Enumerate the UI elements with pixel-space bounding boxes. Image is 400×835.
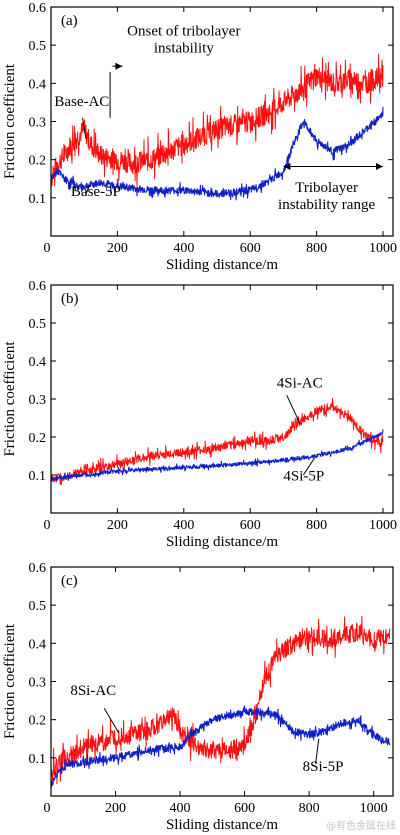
x-tick-label: 400 — [173, 241, 194, 256]
4si-5p-leader — [302, 459, 314, 476]
8si-5p-leader — [315, 738, 320, 764]
panel-label: (c) — [61, 573, 78, 589]
series-line-base-5p — [50, 106, 384, 201]
x-tick-label: 200 — [107, 241, 128, 256]
base-5p-leader — [85, 184, 91, 195]
watermark-text: @有色金属在线 — [326, 819, 396, 832]
series-line-4si-5p — [50, 429, 384, 483]
y-tick-label: 0.3 — [29, 393, 47, 408]
y-tick-label: 0.4 — [29, 355, 47, 370]
y-tick-label: 0.6 — [29, 1, 47, 16]
range-arrow-head — [376, 163, 383, 170]
x-tick-label: 600 — [240, 241, 261, 256]
onset-arrow-h-head — [115, 62, 123, 70]
x-tick-label: 200 — [105, 801, 126, 816]
y-tick-label: 0.5 — [29, 599, 47, 614]
y-tick-label: 0.4 — [29, 637, 47, 652]
x-tick-label: 400 — [170, 801, 191, 816]
onset-label: Onset of tribolayer — [127, 24, 240, 40]
8si-ac-label: 8Si-AC — [70, 683, 116, 699]
y-tick-label: 0.6 — [29, 279, 47, 294]
x-tick-label: 600 — [240, 518, 261, 533]
series-line-base-ac — [50, 53, 384, 187]
4si-ac-label: 4Si-AC — [277, 376, 323, 392]
range-arrow-head — [283, 163, 291, 170]
x-axis-label: Sliding distance/m — [166, 534, 278, 550]
y-axis-label: Friction coefficient — [2, 63, 18, 179]
y-axis-label: Friction coefficient — [2, 341, 18, 457]
y-tick-label: 0.1 — [29, 192, 47, 207]
series-line-8si-5p — [50, 705, 391, 788]
4si-5p-label: 4Si-5P — [283, 469, 324, 485]
x-tick-label: 0 — [44, 518, 51, 533]
y-tick-label: 0.3 — [29, 676, 47, 691]
range-label: instability range — [278, 197, 375, 213]
series-line-4si-ac — [50, 397, 384, 486]
x-tick-label: 1000 — [369, 518, 397, 533]
x-tick-label: 0 — [44, 801, 51, 816]
panel-a: 0 200 400 600 800 1000 0.1 0.2 0.3 0.4 0.5 0.6 Slidi… — [2, 1, 397, 273]
y-tick-label: 0.5 — [29, 317, 47, 332]
x-tick-label: 800 — [306, 241, 327, 256]
series-line-8si-ac — [50, 615, 391, 785]
panel-label: (a) — [61, 13, 78, 29]
y-tick-label: 0.2 — [29, 154, 47, 169]
8si-5p-label: 8Si-5P — [303, 759, 344, 775]
onset-label: instability — [154, 41, 215, 57]
x-axis-label: Sliding distance/m — [166, 817, 278, 833]
x-tick-label: 1000 — [360, 801, 388, 816]
y-tick-label: 0.4 — [29, 77, 47, 92]
base-ac-label: Base-AC — [54, 94, 109, 110]
range-label: Tribolayer — [295, 180, 358, 196]
x-tick-label: 800 — [306, 518, 327, 533]
y-tick-label: 0.1 — [29, 469, 47, 484]
y-tick-label: 0.5 — [29, 39, 47, 54]
y-tick-label: 0.1 — [29, 752, 47, 767]
panel-c: 0 200 400 600 800 1000 0.1 0.2 0.3 0.4 0.5 0.6 Slidi… — [2, 561, 394, 833]
panel-b: 0 200 400 600 800 1000 0.1 0.2 0.3 0.4 0.5 0.6 Slidi… — [2, 279, 397, 550]
y-tick-label: 0.3 — [29, 116, 47, 131]
x-tick-label: 0 — [44, 241, 51, 256]
x-axis-label: Sliding distance/m — [166, 257, 278, 273]
x-tick-label: 1000 — [369, 241, 397, 256]
base-ac-leader — [82, 117, 87, 139]
x-tick-label: 800 — [299, 801, 320, 816]
y-tick-label: 0.2 — [29, 431, 47, 446]
x-tick-label: 200 — [107, 518, 128, 533]
x-tick-label: 600 — [234, 801, 255, 816]
x-tick-label: 400 — [173, 518, 194, 533]
8si-ac-leader — [103, 707, 120, 734]
4si-ac-leader — [286, 394, 301, 424]
y-tick-label: 0.2 — [29, 714, 47, 729]
plot-frame — [50, 284, 394, 514]
panel-label: (b) — [61, 291, 79, 307]
y-tick-label: 0.6 — [29, 561, 47, 576]
base-5p-label: Base-5P — [71, 184, 121, 200]
y-axis-label: Friction coefficient — [2, 623, 18, 739]
